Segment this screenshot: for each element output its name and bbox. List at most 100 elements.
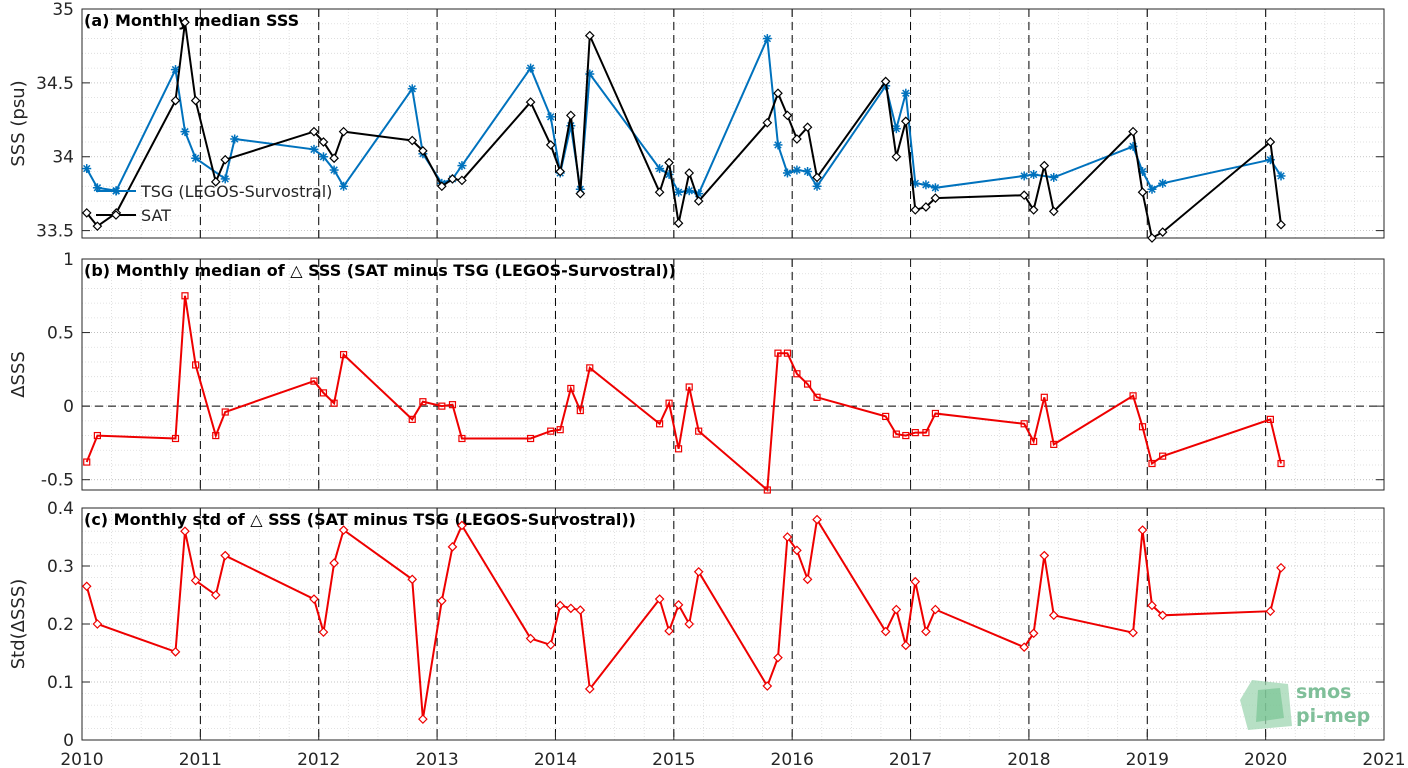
data-point bbox=[1158, 178, 1168, 188]
data-point bbox=[673, 600, 684, 610]
data-point bbox=[190, 575, 201, 586]
data-point bbox=[910, 576, 921, 587]
data-point bbox=[586, 364, 594, 372]
data-point bbox=[556, 426, 564, 434]
y-axis-label: SSS (psu) bbox=[8, 80, 29, 166]
data-point bbox=[1040, 393, 1048, 401]
data-point bbox=[1276, 219, 1286, 230]
data-point bbox=[318, 627, 329, 637]
data-point bbox=[565, 603, 576, 614]
data-point bbox=[1019, 190, 1030, 201]
x-tick-label: 2018 bbox=[1007, 750, 1050, 768]
data-point bbox=[525, 97, 536, 107]
series-line bbox=[85, 34, 1282, 195]
data-point bbox=[813, 393, 821, 401]
data-point bbox=[1265, 137, 1276, 147]
data-point bbox=[792, 545, 802, 556]
x-tick-label: 2010 bbox=[60, 750, 103, 768]
data-point bbox=[1147, 233, 1157, 243]
data-point bbox=[803, 167, 813, 177]
data-point bbox=[910, 205, 921, 215]
data-point bbox=[576, 406, 584, 415]
data-point bbox=[774, 349, 782, 357]
data-point bbox=[1157, 610, 1168, 621]
data-point bbox=[93, 431, 101, 440]
data-point bbox=[812, 172, 822, 183]
x-tick-label: 2013 bbox=[415, 750, 458, 768]
data-point bbox=[1029, 169, 1039, 179]
x-tick-label: 2016 bbox=[771, 750, 814, 768]
data-point bbox=[1050, 440, 1058, 448]
x-tick-label: 2020 bbox=[1244, 750, 1287, 768]
data-point bbox=[930, 604, 941, 615]
data-point bbox=[555, 166, 566, 177]
data-point bbox=[802, 574, 813, 585]
y-tick-label: 0.3 bbox=[47, 557, 74, 577]
data-point bbox=[318, 152, 328, 162]
data-point bbox=[180, 526, 190, 537]
data-point bbox=[1030, 437, 1038, 446]
data-point bbox=[664, 157, 674, 168]
y-tick-label: 0.4 bbox=[47, 499, 74, 519]
data-point bbox=[695, 427, 703, 435]
data-point bbox=[575, 188, 586, 199]
data-point bbox=[921, 626, 931, 637]
data-point bbox=[930, 183, 940, 193]
data-point bbox=[408, 415, 416, 423]
data-point bbox=[763, 486, 771, 494]
data-point bbox=[170, 646, 181, 657]
data-point bbox=[545, 140, 556, 150]
data-point bbox=[684, 619, 695, 629]
legend: TSG (LEGOS-Survostral) SAT bbox=[96, 182, 332, 225]
data-point bbox=[448, 401, 457, 409]
data-point bbox=[1048, 206, 1059, 217]
y-tick-label: 0 bbox=[63, 731, 74, 751]
data-point bbox=[654, 594, 665, 604]
data-point bbox=[447, 542, 458, 552]
data-point bbox=[458, 434, 466, 443]
data-point bbox=[792, 165, 802, 175]
data-point bbox=[190, 95, 201, 106]
data-point bbox=[911, 429, 919, 437]
data-point bbox=[546, 112, 556, 122]
x-tick-label: 2021 bbox=[1362, 750, 1405, 768]
data-point bbox=[310, 377, 318, 385]
data-point bbox=[792, 134, 802, 144]
data-point bbox=[1129, 392, 1137, 400]
data-point bbox=[1128, 627, 1138, 638]
data-point bbox=[1157, 227, 1168, 237]
data-point bbox=[1265, 606, 1276, 617]
data-point bbox=[1048, 610, 1059, 621]
data-point bbox=[655, 164, 665, 174]
x-tick-label: 2017 bbox=[889, 750, 932, 768]
data-point bbox=[902, 431, 910, 440]
data-point bbox=[210, 177, 221, 187]
data-point bbox=[438, 402, 446, 410]
legend-label: SAT bbox=[141, 206, 171, 225]
data-point bbox=[891, 151, 902, 162]
data-point bbox=[882, 412, 890, 421]
legend-marker bbox=[112, 187, 120, 195]
data-point bbox=[92, 183, 102, 193]
data-point bbox=[547, 427, 555, 435]
data-point bbox=[793, 370, 801, 378]
y-tick-label: 1 bbox=[63, 250, 74, 270]
data-point bbox=[782, 110, 793, 121]
data-point bbox=[407, 574, 418, 585]
data-point bbox=[319, 389, 328, 397]
panel-b: -0.5 0 0.5 1 ΔSSS (b) Monthly median of △ SSS… bbox=[8, 250, 1385, 494]
data-point bbox=[684, 168, 695, 178]
data-point bbox=[1137, 525, 1148, 535]
data-point bbox=[674, 187, 684, 197]
data-point bbox=[220, 174, 230, 184]
y-tick-label: 0.5 bbox=[47, 324, 74, 344]
data-point bbox=[1159, 452, 1167, 460]
data-point bbox=[931, 409, 940, 418]
data-point bbox=[664, 626, 674, 636]
data-point bbox=[1028, 628, 1039, 639]
y-tick-label: 33.5 bbox=[36, 222, 74, 242]
data-point bbox=[329, 165, 339, 175]
data-point bbox=[83, 458, 91, 466]
watermark-line2: pi-mep bbox=[1296, 705, 1370, 727]
